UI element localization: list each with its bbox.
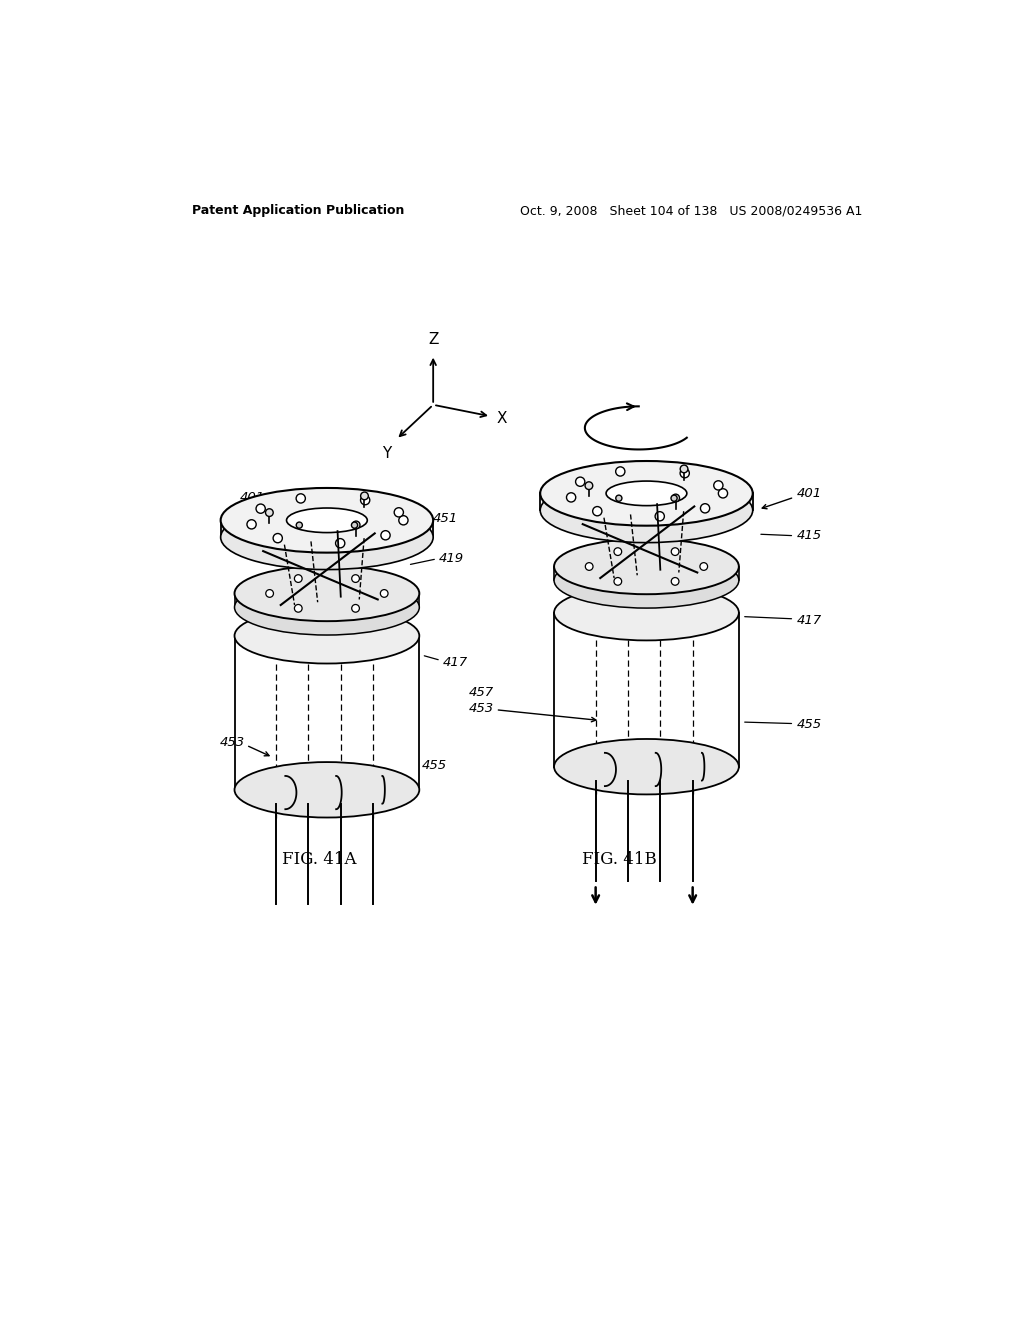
- Ellipse shape: [220, 488, 433, 553]
- Circle shape: [566, 492, 575, 502]
- Text: 455: 455: [797, 718, 821, 731]
- Circle shape: [295, 574, 302, 582]
- Circle shape: [680, 465, 688, 473]
- Circle shape: [360, 495, 370, 504]
- Text: Patent Application Publication: Patent Application Publication: [193, 205, 404, 218]
- Text: 457: 457: [469, 685, 494, 698]
- Circle shape: [593, 507, 602, 516]
- Circle shape: [680, 469, 689, 478]
- Circle shape: [672, 494, 680, 502]
- Circle shape: [256, 504, 265, 513]
- Text: 419: 419: [679, 574, 703, 587]
- Circle shape: [700, 504, 710, 513]
- Circle shape: [266, 590, 273, 597]
- Ellipse shape: [287, 508, 368, 532]
- Circle shape: [672, 548, 679, 556]
- Text: 401: 401: [241, 491, 265, 504]
- Circle shape: [352, 521, 360, 529]
- Text: 401: 401: [797, 487, 821, 500]
- Text: 419: 419: [438, 552, 464, 565]
- Circle shape: [360, 492, 369, 500]
- Ellipse shape: [554, 553, 739, 609]
- Circle shape: [672, 578, 679, 585]
- Text: Oct. 9, 2008   Sheet 104 of 138   US 2008/0249536 A1: Oct. 9, 2008 Sheet 104 of 138 US 2008/02…: [520, 205, 862, 218]
- Circle shape: [247, 520, 256, 529]
- Circle shape: [699, 562, 708, 570]
- Text: 417: 417: [442, 656, 468, 669]
- Text: 415: 415: [797, 529, 821, 543]
- Circle shape: [614, 578, 622, 585]
- Text: 457: 457: [294, 793, 318, 807]
- Circle shape: [575, 477, 585, 486]
- Ellipse shape: [541, 461, 753, 525]
- Text: X: X: [497, 411, 507, 426]
- Text: 453: 453: [469, 702, 494, 715]
- Ellipse shape: [606, 480, 687, 506]
- Text: 451: 451: [570, 771, 596, 784]
- Ellipse shape: [554, 739, 739, 795]
- Circle shape: [351, 574, 359, 582]
- Text: 455: 455: [422, 759, 446, 772]
- Circle shape: [265, 508, 273, 516]
- Circle shape: [394, 508, 403, 517]
- Circle shape: [585, 482, 593, 490]
- Ellipse shape: [220, 504, 433, 570]
- Ellipse shape: [234, 762, 419, 817]
- Circle shape: [295, 605, 302, 612]
- Circle shape: [380, 590, 388, 597]
- Ellipse shape: [541, 478, 753, 543]
- Circle shape: [351, 523, 357, 528]
- Circle shape: [273, 533, 283, 543]
- Circle shape: [586, 562, 593, 570]
- Circle shape: [381, 531, 390, 540]
- Text: FIG. 41B: FIG. 41B: [582, 850, 656, 867]
- Circle shape: [614, 548, 622, 556]
- Text: 451: 451: [325, 793, 349, 807]
- Text: FIG. 41A: FIG. 41A: [282, 850, 356, 867]
- Ellipse shape: [234, 566, 419, 622]
- Circle shape: [296, 494, 305, 503]
- Text: 417: 417: [797, 614, 821, 627]
- Circle shape: [671, 495, 677, 502]
- Circle shape: [714, 480, 723, 490]
- Circle shape: [351, 605, 359, 612]
- Ellipse shape: [234, 609, 419, 664]
- Text: Y: Y: [382, 446, 391, 461]
- Circle shape: [296, 523, 302, 528]
- Text: Z: Z: [428, 333, 438, 347]
- Circle shape: [615, 467, 625, 477]
- Circle shape: [398, 516, 408, 525]
- Circle shape: [655, 512, 665, 521]
- Ellipse shape: [554, 539, 739, 594]
- Text: 453: 453: [219, 735, 245, 748]
- Circle shape: [615, 495, 622, 502]
- Circle shape: [719, 488, 728, 498]
- Ellipse shape: [554, 585, 739, 640]
- Circle shape: [336, 539, 345, 548]
- Text: 451: 451: [433, 512, 459, 525]
- Ellipse shape: [234, 579, 419, 635]
